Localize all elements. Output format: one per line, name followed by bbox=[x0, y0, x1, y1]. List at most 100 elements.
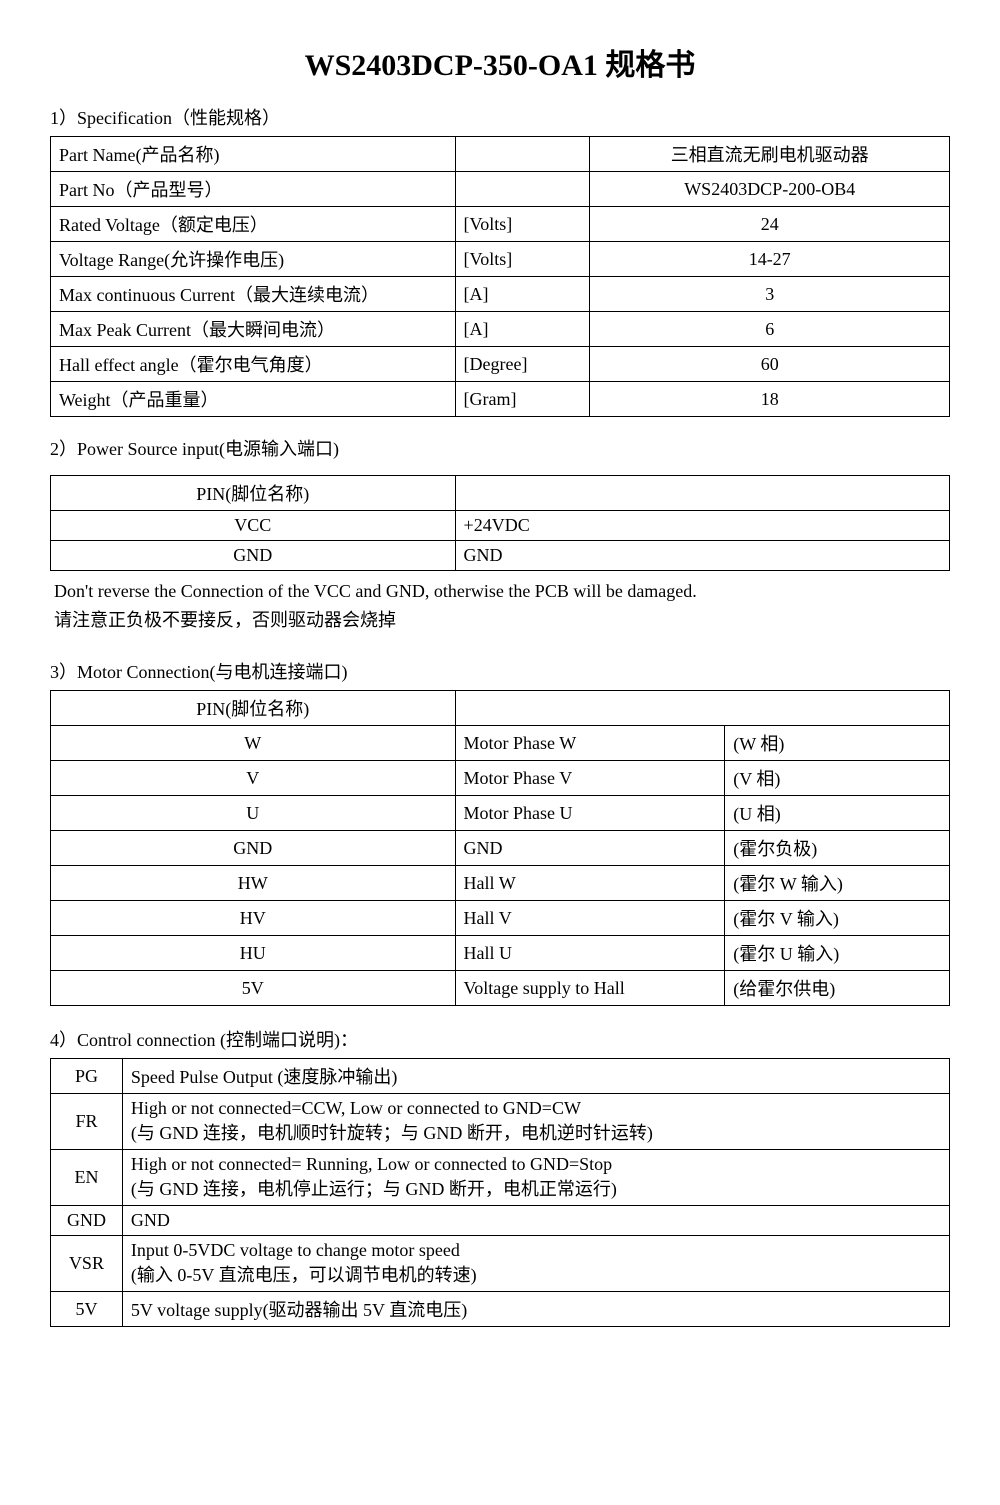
spec-unit bbox=[455, 172, 590, 207]
control-pin: EN bbox=[51, 1150, 123, 1206]
table-row: Hall effect angle（霍尔电气角度）[Degree]60 bbox=[51, 347, 950, 382]
motor-pin: V bbox=[51, 761, 456, 796]
spec-unit: [A] bbox=[455, 277, 590, 312]
motor-desc: Hall U bbox=[455, 936, 725, 971]
spec-value: 24 bbox=[590, 207, 950, 242]
power-note-en: Don't reverse the Connection of the VCC … bbox=[54, 581, 950, 602]
spec-table: Part Name(产品名称) 三相直流无刷电机驱动器 Part No（产品型号） W… bbox=[50, 136, 950, 417]
table-row: GNDGND bbox=[51, 541, 950, 571]
motor-pin: HW bbox=[51, 866, 456, 901]
motor-pin: GND bbox=[51, 831, 456, 866]
power-pin: GND bbox=[51, 541, 456, 571]
table-row: 5V5V voltage supply(驱动器输出 5V 直流电压) bbox=[51, 1292, 950, 1327]
table-row: PIN(脚位名称) bbox=[51, 476, 950, 511]
table-row: GNDGND(霍尔负极) bbox=[51, 831, 950, 866]
table-row: PGSpeed Pulse Output (速度脉冲输出) bbox=[51, 1059, 950, 1094]
table-row: HVHall V(霍尔 V 输入) bbox=[51, 901, 950, 936]
motor-zh: (霍尔 V 输入) bbox=[725, 901, 950, 936]
table-row: HWHall W(霍尔 W 输入) bbox=[51, 866, 950, 901]
spec-unit: [Degree] bbox=[455, 347, 590, 382]
motor-header: PIN(脚位名称) bbox=[51, 691, 456, 726]
motor-desc: GND bbox=[455, 831, 725, 866]
control-desc: GND bbox=[122, 1206, 949, 1236]
page-title: WS2403DCP-350-OA1 规格书 bbox=[50, 40, 950, 84]
control-desc: Input 0-5VDC voltage to change motor spe… bbox=[122, 1236, 949, 1292]
motor-table: PIN(脚位名称) WMotor Phase W(W 相)VMotor Phas… bbox=[50, 690, 950, 1006]
control-desc: Speed Pulse Output (速度脉冲输出) bbox=[122, 1059, 949, 1094]
table-row: GNDGND bbox=[51, 1206, 950, 1236]
motor-zh: (霍尔 W 输入) bbox=[725, 866, 950, 901]
table-row: ENHigh or not connected= Running, Low or… bbox=[51, 1150, 950, 1206]
power-pin: VCC bbox=[51, 511, 456, 541]
spec-heading: 1）Specification（性能规格） bbox=[50, 104, 950, 130]
control-pin: PG bbox=[51, 1059, 123, 1094]
motor-desc: Motor Phase V bbox=[455, 761, 725, 796]
motor-zh: (给霍尔供电) bbox=[725, 971, 950, 1006]
table-row: VMotor Phase V(V 相) bbox=[51, 761, 950, 796]
spec-value: 14-27 bbox=[590, 242, 950, 277]
table-row: Part Name(产品名称) 三相直流无刷电机驱动器 bbox=[51, 137, 950, 172]
motor-desc: Motor Phase U bbox=[455, 796, 725, 831]
motor-header-blank bbox=[455, 691, 949, 726]
spec-value: 60 bbox=[590, 347, 950, 382]
motor-pin: HU bbox=[51, 936, 456, 971]
control-desc: 5V voltage supply(驱动器输出 5V 直流电压) bbox=[122, 1292, 949, 1327]
control-table: PGSpeed Pulse Output (速度脉冲输出)FRHigh or n… bbox=[50, 1058, 950, 1327]
spec-label: Max continuous Current（最大连续电流） bbox=[51, 277, 456, 312]
table-row: WMotor Phase W(W 相) bbox=[51, 726, 950, 761]
motor-desc: Motor Phase W bbox=[455, 726, 725, 761]
spec-unit: [Volts] bbox=[455, 207, 590, 242]
motor-desc: Voltage supply to Hall bbox=[455, 971, 725, 1006]
motor-zh: (W 相) bbox=[725, 726, 950, 761]
table-row: Part No（产品型号） WS2403DCP-200-OB4 bbox=[51, 172, 950, 207]
table-row: 5VVoltage supply to Hall(给霍尔供电) bbox=[51, 971, 950, 1006]
table-row: UMotor Phase U(U 相) bbox=[51, 796, 950, 831]
control-pin: GND bbox=[51, 1206, 123, 1236]
table-row: Voltage Range(允许操作电压)[Volts]14-27 bbox=[51, 242, 950, 277]
motor-zh: (V 相) bbox=[725, 761, 950, 796]
motor-pin: 5V bbox=[51, 971, 456, 1006]
motor-pin: HV bbox=[51, 901, 456, 936]
motor-zh: (霍尔负极) bbox=[725, 831, 950, 866]
spec-unit: [A] bbox=[455, 312, 590, 347]
motor-pin: W bbox=[51, 726, 456, 761]
control-desc: High or not connected=CCW, Low or connec… bbox=[122, 1094, 949, 1150]
table-row: FRHigh or not connected=CCW, Low or conn… bbox=[51, 1094, 950, 1150]
table-row: VCC+24VDC bbox=[51, 511, 950, 541]
spec-value: 18 bbox=[590, 382, 950, 417]
motor-desc: Hall V bbox=[455, 901, 725, 936]
power-desc: GND bbox=[455, 541, 949, 571]
spec-unit: [Volts] bbox=[455, 242, 590, 277]
motor-desc: Hall W bbox=[455, 866, 725, 901]
spec-unit: [Gram] bbox=[455, 382, 590, 417]
spec-label: Weight（产品重量） bbox=[51, 382, 456, 417]
table-row: PIN(脚位名称) bbox=[51, 691, 950, 726]
spec-label: Part Name(产品名称) bbox=[51, 137, 456, 172]
power-desc: +24VDC bbox=[455, 511, 949, 541]
spec-label: Rated Voltage（额定电压） bbox=[51, 207, 456, 242]
power-header-blank bbox=[455, 476, 949, 511]
spec-label: Hall effect angle（霍尔电气角度） bbox=[51, 347, 456, 382]
power-header: PIN(脚位名称) bbox=[51, 476, 456, 511]
spec-value: 3 bbox=[590, 277, 950, 312]
table-row: VSRInput 0-5VDC voltage to change motor … bbox=[51, 1236, 950, 1292]
spec-value: 6 bbox=[590, 312, 950, 347]
spec-value: 三相直流无刷电机驱动器 bbox=[590, 137, 950, 172]
motor-zh: (霍尔 U 输入) bbox=[725, 936, 950, 971]
table-row: HUHall U(霍尔 U 输入) bbox=[51, 936, 950, 971]
spec-label: Max Peak Current（最大瞬间电流） bbox=[51, 312, 456, 347]
spec-value: WS2403DCP-200-OB4 bbox=[590, 172, 950, 207]
table-row: Max continuous Current（最大连续电流）[A]3 bbox=[51, 277, 950, 312]
control-heading: 4）Control connection (控制端口说明)： bbox=[50, 1026, 950, 1052]
table-row: Weight（产品重量）[Gram]18 bbox=[51, 382, 950, 417]
control-pin: FR bbox=[51, 1094, 123, 1150]
table-row: Rated Voltage（额定电压）[Volts]24 bbox=[51, 207, 950, 242]
motor-pin: U bbox=[51, 796, 456, 831]
spec-label: Voltage Range(允许操作电压) bbox=[51, 242, 456, 277]
motor-zh: (U 相) bbox=[725, 796, 950, 831]
control-pin: 5V bbox=[51, 1292, 123, 1327]
control-pin: VSR bbox=[51, 1236, 123, 1292]
power-heading: 2）Power Source input(电源输入端口) bbox=[50, 435, 950, 461]
control-desc: High or not connected= Running, Low or c… bbox=[122, 1150, 949, 1206]
spec-label: Part No（产品型号） bbox=[51, 172, 456, 207]
